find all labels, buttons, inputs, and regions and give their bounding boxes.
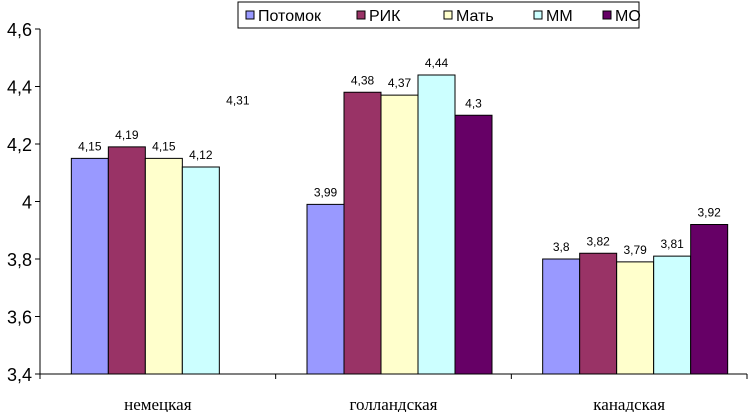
bar	[616, 261, 655, 375]
category-label: немецкая	[124, 395, 192, 412]
bar	[542, 258, 581, 375]
legend-label: Мать	[456, 8, 494, 25]
data-label: 3,92	[697, 206, 721, 220]
legend: Потомок РИК Мать ММ МО	[237, 1, 641, 29]
bar	[380, 94, 419, 375]
bar	[70, 157, 109, 375]
legend-label: ММ	[546, 8, 573, 25]
data-label: 3,8	[553, 240, 570, 254]
legend-box	[237, 1, 640, 29]
data-label: 4,15	[152, 139, 176, 153]
data-label: 3,99	[314, 185, 338, 199]
legend-label: МО	[615, 8, 641, 25]
y-ticks: 3,4 3,6 3,8 4 4,2 4,4 4,6	[7, 20, 40, 385]
data-label: 3,82	[586, 234, 610, 248]
data-label: 4,31	[226, 93, 250, 107]
bar	[653, 255, 692, 375]
data-label: 4,12	[189, 148, 213, 162]
bar	[417, 74, 456, 375]
bar	[454, 114, 493, 375]
legend-label: Потомок	[258, 8, 322, 25]
data-labels: 4,15 4,19 4,15 4,12 4,31 3,99 4,38 4,37 4,44 4,3 3…	[78, 56, 721, 257]
y-tick-label: 4,6	[7, 20, 32, 40]
bar	[343, 91, 382, 375]
legend-swatch	[443, 10, 453, 20]
data-label: 4,44	[425, 56, 449, 70]
data-label: 3,81	[660, 237, 684, 251]
data-label: 4,19	[115, 128, 139, 142]
bar	[306, 203, 345, 375]
y-tick-label: 4,2	[7, 135, 32, 155]
y-tick-label: 4,4	[7, 78, 32, 98]
bars	[70, 74, 729, 375]
data-label: 3,79	[623, 243, 647, 257]
y-tick-label: 3,8	[7, 250, 32, 270]
category-labels: немецкая голландская канадская	[124, 395, 665, 412]
bar	[579, 252, 618, 375]
category-label: канадская	[593, 395, 665, 412]
bar	[107, 146, 146, 375]
category-label: голландская	[350, 395, 438, 412]
legend-swatch	[602, 10, 612, 20]
bar	[181, 166, 220, 375]
data-label: 4,3	[465, 96, 482, 110]
legend-swatch	[533, 10, 543, 20]
bar	[690, 224, 729, 375]
bar	[144, 157, 183, 375]
legend-label: РИК	[369, 8, 401, 25]
y-tick-label: 4	[22, 193, 32, 213]
data-label: 4,38	[351, 73, 375, 87]
data-label: 4,15	[78, 139, 102, 153]
y-tick-label: 3,4	[7, 365, 32, 385]
legend-swatch	[245, 10, 255, 20]
data-label: 4,37	[388, 76, 412, 90]
y-tick-label: 3,6	[7, 308, 32, 328]
legend-swatch	[356, 10, 366, 20]
